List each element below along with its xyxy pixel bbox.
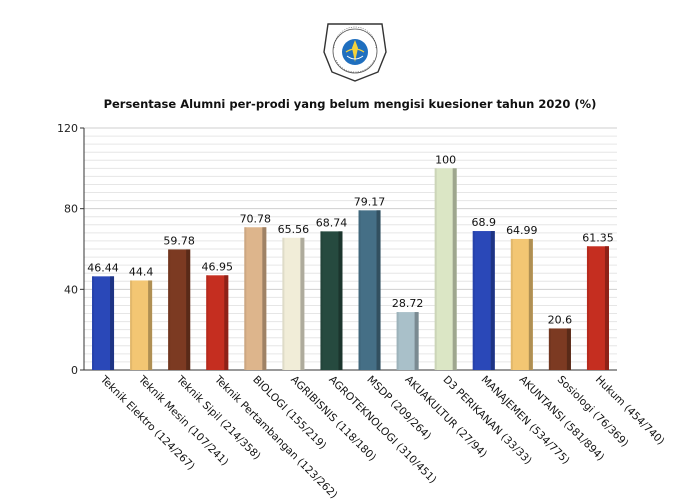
bar-side-shade (376, 210, 381, 370)
bar-edge-shade (358, 210, 361, 370)
data-label: 70.78 (240, 212, 272, 225)
bar (92, 276, 115, 370)
bar (206, 275, 229, 370)
bar-edge-shade (586, 246, 589, 370)
bar (244, 227, 267, 370)
bar-side-shade (300, 237, 305, 370)
bar (130, 280, 153, 370)
bar (472, 231, 495, 370)
bar-side-shade (604, 246, 609, 370)
category-label: BIOLOGI (155/219) (250, 374, 328, 452)
y-tick-label: 40 (64, 283, 78, 296)
bar-edge-shade (92, 276, 95, 370)
bar-side-shade (338, 231, 343, 370)
kemdikbud-logo-icon (323, 23, 387, 82)
bar-edge-shade (472, 231, 475, 370)
bar (358, 210, 381, 370)
data-label: 79.17 (354, 195, 386, 208)
bar-side-shade (148, 280, 153, 370)
data-label: 28.72 (392, 297, 424, 310)
category-label: MSDP (209/264) (364, 374, 433, 443)
category-label: Sosiologi (76/369) (555, 374, 631, 450)
bar-layer (92, 168, 609, 370)
data-label: 44.4 (129, 265, 154, 278)
category-label: Hukum (454/740) (593, 374, 667, 448)
bar-edge-shade (396, 312, 399, 370)
bar-edge-shade (130, 280, 133, 370)
data-label: 46.95 (202, 260, 234, 273)
grid-layer (84, 127, 617, 371)
bar (282, 237, 305, 370)
bar-side-shade (414, 312, 419, 370)
data-label: 68.9 (472, 216, 497, 229)
bar-edge-shade (282, 237, 285, 370)
data-label: 20.6 (548, 313, 573, 326)
data-label: 59.78 (163, 234, 195, 247)
bar (434, 168, 457, 370)
bar (168, 249, 191, 370)
bar-side-shade (528, 238, 533, 370)
data-label: 46.44 (87, 261, 119, 274)
bar-edge-shade (244, 227, 247, 370)
bar-edge-shade (434, 168, 437, 370)
bar (320, 231, 343, 370)
data-label: 61.35 (582, 231, 614, 244)
bar-edge-shade (548, 328, 551, 370)
bar-edge-shade (168, 249, 171, 370)
bar-side-shade (566, 328, 571, 370)
bar (586, 246, 609, 370)
bar-side-shade (262, 227, 267, 370)
data-label: 100 (435, 153, 456, 166)
bar-side-shade (490, 231, 495, 370)
bar-edge-shade (320, 231, 323, 370)
data-label: 68.74 (316, 216, 348, 229)
bar-side-shade (110, 276, 115, 370)
bar (396, 312, 419, 370)
y-tick-label: 120 (57, 122, 78, 135)
bar-side-shade (186, 249, 191, 370)
bar-edge-shade (510, 238, 513, 370)
bar (510, 238, 533, 370)
bar-side-shade (452, 168, 457, 370)
chart-title: Persentase Alumni per-prodi yang belum m… (103, 97, 597, 111)
data-label: 65.56 (278, 223, 310, 236)
bar-edge-shade (206, 275, 209, 370)
bar-side-shade (224, 275, 229, 370)
data-label: 64.99 (506, 224, 538, 237)
bar (548, 328, 571, 370)
y-tick-label: 80 (64, 203, 78, 216)
y-tick-label: 0 (71, 364, 78, 377)
